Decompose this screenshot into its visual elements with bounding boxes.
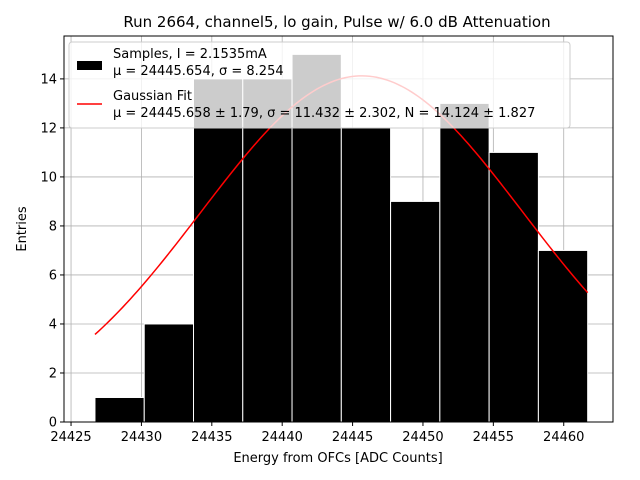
y-tick-label: 4 xyxy=(49,317,57,332)
y-tick-label: 8 xyxy=(49,219,57,234)
legend-samples-label: Samples, I = 2.1535mA xyxy=(113,47,267,62)
x-tick-label: 24430 xyxy=(121,430,162,445)
legend-fit-label: Gaussian Fit xyxy=(113,89,192,104)
y-tick-label: 14 xyxy=(40,72,57,87)
legend-samples-swatch xyxy=(77,61,102,70)
y-tick-label: 12 xyxy=(40,121,57,136)
x-axis-label: Energy from OFCs [ADC Counts] xyxy=(233,451,442,466)
x-tick-label: 24450 xyxy=(402,430,443,445)
x-tick-label: 24455 xyxy=(473,430,514,445)
plot-frame xyxy=(63,35,614,423)
x-axis-ticks: 24425 24430 24435 24440 24445 24450 24455 24460 xyxy=(50,422,584,445)
chart-title: Run 2664, channel5, lo gain, Pulse w/ 6.… xyxy=(123,13,550,31)
histogram-bar xyxy=(390,200,441,423)
y-tick-label: 10 xyxy=(40,170,57,185)
histogram-bar xyxy=(242,78,293,423)
histogram-bar xyxy=(193,78,244,423)
legend: Samples, I = 2.1535mA μ = 24445.654, σ =… xyxy=(68,41,571,129)
y-tick-label: 2 xyxy=(49,366,57,381)
y-axis-ticks: 0 2 4 6 8 10 12 14 xyxy=(40,72,64,431)
histogram-bar xyxy=(537,249,589,423)
legend-samples-stats: μ = 24445.654, σ = 8.254 xyxy=(113,64,284,79)
x-tick-label: 24460 xyxy=(543,430,584,445)
y-tick-label: 6 xyxy=(49,268,57,283)
y-axis-label: Entries xyxy=(15,206,30,252)
histogram-bar xyxy=(340,127,392,423)
x-tick-label: 24440 xyxy=(262,430,303,445)
x-tick-label: 24425 xyxy=(50,430,91,445)
histogram-bar xyxy=(94,396,145,423)
histogram-bar xyxy=(143,323,195,423)
x-tick-label: 24435 xyxy=(191,430,232,445)
histogram-bar xyxy=(439,102,490,423)
legend-box xyxy=(68,41,571,129)
y-tick-label: 0 xyxy=(49,416,57,431)
legend-fit-stats: μ = 24445.658 ± 1.79, σ = 11.432 ± 2.302… xyxy=(113,106,535,121)
x-tick-label: 24445 xyxy=(332,430,373,445)
histogram-bar xyxy=(488,151,539,423)
